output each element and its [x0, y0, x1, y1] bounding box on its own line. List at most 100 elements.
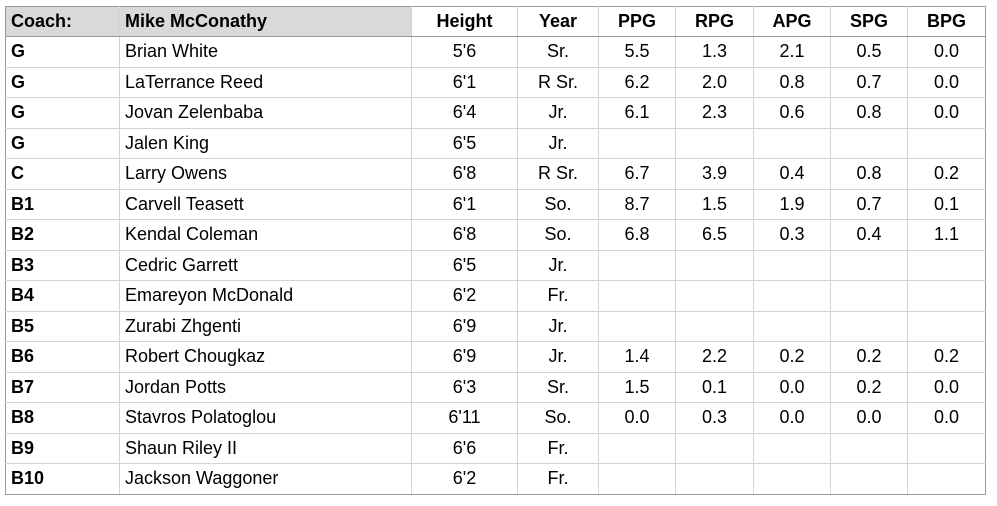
col-header-year: Year — [517, 6, 599, 37]
rpg-cell: 2.2 — [675, 341, 754, 373]
rpg-cell: 2.0 — [675, 66, 754, 98]
bpg-cell — [907, 127, 986, 159]
year-cell: Jr. — [517, 310, 599, 342]
player-name-cell: Jovan Zelenbaba — [119, 97, 412, 129]
col-header-height: Height — [411, 6, 518, 37]
player-name-cell: Brian White — [119, 36, 412, 68]
apg-cell: 1.9 — [753, 188, 831, 220]
bpg-cell: 0.2 — [907, 341, 986, 373]
position-cell: G — [5, 97, 120, 129]
height-cell: 6'5 — [411, 249, 518, 281]
table-row: G Jalen King 6'5 Jr. — [5, 127, 986, 159]
ppg-cell: 6.1 — [598, 97, 676, 129]
year-cell: R Sr. — [517, 158, 599, 190]
col-header-spg: SPG — [830, 6, 908, 37]
table-row: B6 Robert Chougkaz 6'9 Jr. 1.4 2.2 0.2 0.2 0.2 — [5, 341, 986, 373]
position-cell: G — [5, 127, 120, 159]
apg-cell — [753, 249, 831, 281]
player-name-cell: Kendal Coleman — [119, 219, 412, 251]
bpg-cell: 0.0 — [907, 66, 986, 98]
ppg-cell: 6.2 — [598, 66, 676, 98]
height-cell: 6'3 — [411, 371, 518, 403]
spg-cell — [830, 280, 908, 312]
height-cell: 6'11 — [411, 402, 518, 434]
rpg-cell: 0.3 — [675, 402, 754, 434]
position-cell: B5 — [5, 310, 120, 342]
apg-cell — [753, 432, 831, 464]
player-name-cell: Zurabi Zhgenti — [119, 310, 412, 342]
table-row: G Jovan Zelenbaba 6'4 Jr. 6.1 2.3 0.6 0.8 0.0 — [5, 97, 986, 129]
player-name-cell: Robert Chougkaz — [119, 341, 412, 373]
height-cell: 6'9 — [411, 310, 518, 342]
table-row: B7 Jordan Potts 6'3 Sr. 1.5 0.1 0.0 0.2 0.0 — [5, 371, 986, 403]
rpg-cell: 1.3 — [675, 36, 754, 68]
position-cell: B1 — [5, 188, 120, 220]
spg-cell — [830, 463, 908, 495]
spg-cell: 0.2 — [830, 341, 908, 373]
year-cell: So. — [517, 188, 599, 220]
table-row: B10 Jackson Waggoner 6'2 Fr. — [5, 463, 986, 495]
spg-cell: 0.8 — [830, 158, 908, 190]
position-cell: B8 — [5, 402, 120, 434]
player-name-cell: Jalen King — [119, 127, 412, 159]
height-cell: 6'4 — [411, 97, 518, 129]
col-header-ppg: PPG — [598, 6, 676, 37]
rpg-cell: 6.5 — [675, 219, 754, 251]
ppg-cell — [598, 310, 676, 342]
position-cell: B7 — [5, 371, 120, 403]
spg-cell: 0.8 — [830, 97, 908, 129]
player-name-cell: Shaun Riley II — [119, 432, 412, 464]
player-name-cell: Carvell Teasett — [119, 188, 412, 220]
coach-label: Coach: — [5, 6, 120, 37]
height-cell: 6'8 — [411, 219, 518, 251]
spg-cell — [830, 127, 908, 159]
apg-cell — [753, 280, 831, 312]
col-header-apg: APG — [753, 6, 831, 37]
col-header-bpg: BPG — [907, 6, 986, 37]
apg-cell: 0.4 — [753, 158, 831, 190]
apg-cell — [753, 463, 831, 495]
ppg-cell — [598, 280, 676, 312]
player-name-cell: Emareyon McDonald — [119, 280, 412, 312]
bpg-cell: 0.0 — [907, 402, 986, 434]
year-cell: Jr. — [517, 127, 599, 159]
position-cell: B2 — [5, 219, 120, 251]
position-cell: B3 — [5, 249, 120, 281]
position-cell: G — [5, 66, 120, 98]
col-header-rpg: RPG — [675, 6, 754, 37]
bpg-cell: 0.0 — [907, 371, 986, 403]
player-name-cell: Larry Owens — [119, 158, 412, 190]
ppg-cell — [598, 463, 676, 495]
year-cell: So. — [517, 219, 599, 251]
table-row: C Larry Owens 6'8 R Sr. 6.7 3.9 0.4 0.8 0.2 — [5, 158, 986, 190]
apg-cell — [753, 310, 831, 342]
bpg-cell: 0.1 — [907, 188, 986, 220]
spg-cell: 0.4 — [830, 219, 908, 251]
table-row: G Brian White 5'6 Sr. 5.5 1.3 2.1 0.5 0.0 — [5, 36, 986, 68]
bpg-cell — [907, 432, 986, 464]
rpg-cell — [675, 463, 754, 495]
year-cell: Jr. — [517, 249, 599, 281]
ppg-cell: 6.8 — [598, 219, 676, 251]
height-cell: 5'6 — [411, 36, 518, 68]
ppg-cell — [598, 249, 676, 281]
player-name-cell: Stavros Polatoglou — [119, 402, 412, 434]
ppg-cell — [598, 432, 676, 464]
bpg-cell: 0.0 — [907, 97, 986, 129]
table-row: B1 Carvell Teasett 6'1 So. 8.7 1.5 1.9 0.7 0.1 — [5, 188, 986, 220]
year-cell: Fr. — [517, 280, 599, 312]
height-cell: 6'5 — [411, 127, 518, 159]
spg-cell — [830, 310, 908, 342]
ppg-cell: 6.7 — [598, 158, 676, 190]
ppg-cell: 8.7 — [598, 188, 676, 220]
bpg-cell: 0.0 — [907, 36, 986, 68]
apg-cell: 0.6 — [753, 97, 831, 129]
bpg-cell — [907, 280, 986, 312]
player-name-cell: Jackson Waggoner — [119, 463, 412, 495]
apg-cell — [753, 127, 831, 159]
ppg-cell: 1.4 — [598, 341, 676, 373]
roster-table: Coach: Mike McConathy Height Year PPG RP… — [5, 6, 986, 495]
year-cell: Sr. — [517, 371, 599, 403]
apg-cell: 0.8 — [753, 66, 831, 98]
spg-cell: 0.2 — [830, 371, 908, 403]
